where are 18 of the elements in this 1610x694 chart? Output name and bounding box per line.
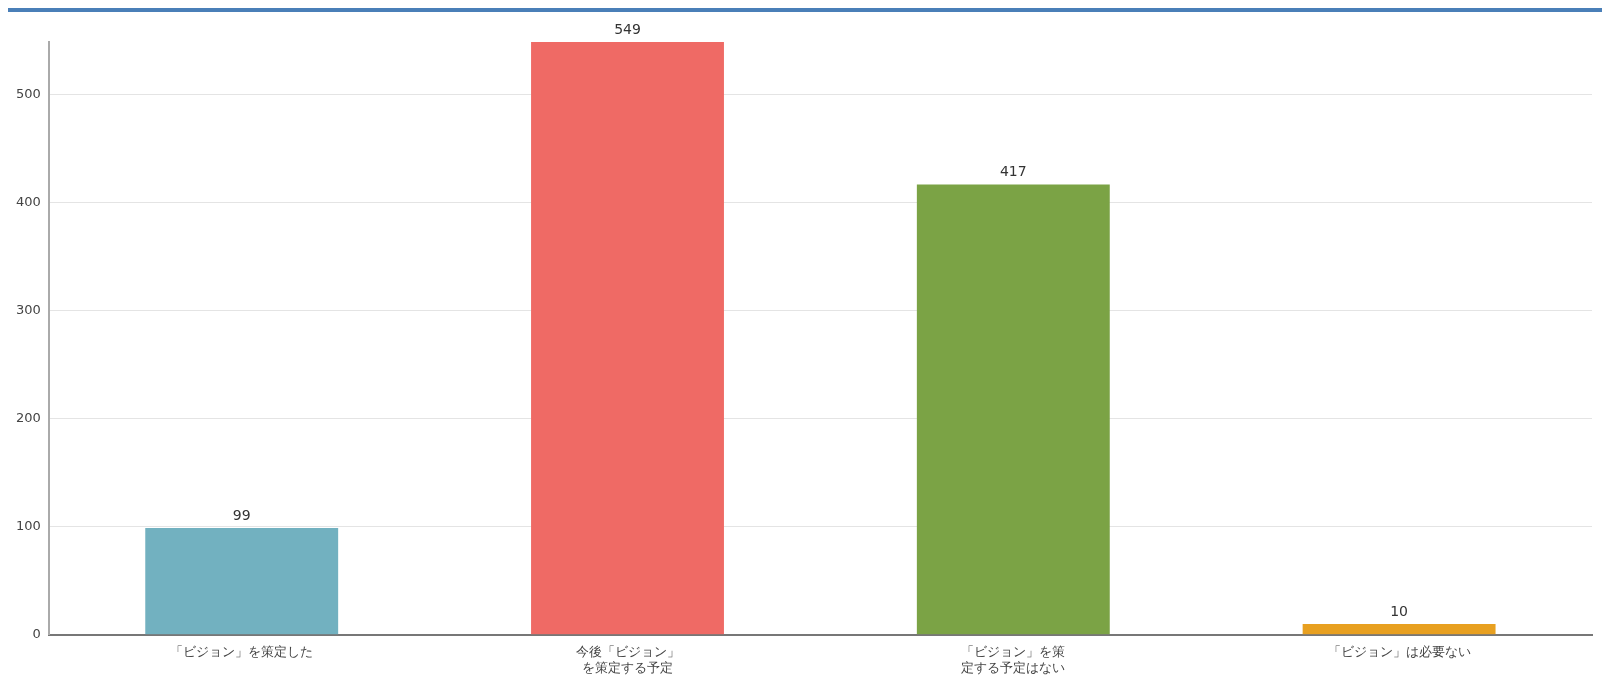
x-tick-label: 「ビジョン」を策定した (170, 643, 314, 659)
y-tick-label: 0 (32, 626, 41, 642)
y-tick-label: 300 (15, 302, 41, 318)
data-label: 10 (1390, 602, 1409, 619)
y-tick-label: 100 (15, 518, 41, 534)
x-tick-label: 今後「ビジョン」を策定する予定 (575, 643, 680, 675)
bar (916, 184, 1110, 635)
y-tick-label: 200 (15, 410, 41, 426)
data-label: 549 (614, 20, 641, 37)
x-tick-label: 「ビジョン」は必要ない (1327, 643, 1471, 659)
y-tick-label: 400 (15, 194, 41, 210)
bar (1302, 624, 1496, 635)
y-tick-label: 500 (15, 86, 41, 102)
data-label: 417 (999, 163, 1027, 180)
data-label: 99 (232, 506, 251, 523)
bar (531, 42, 724, 635)
x-tick-label: 「ビジョン」を策定する予定はない (961, 643, 1066, 675)
bar (145, 527, 339, 635)
